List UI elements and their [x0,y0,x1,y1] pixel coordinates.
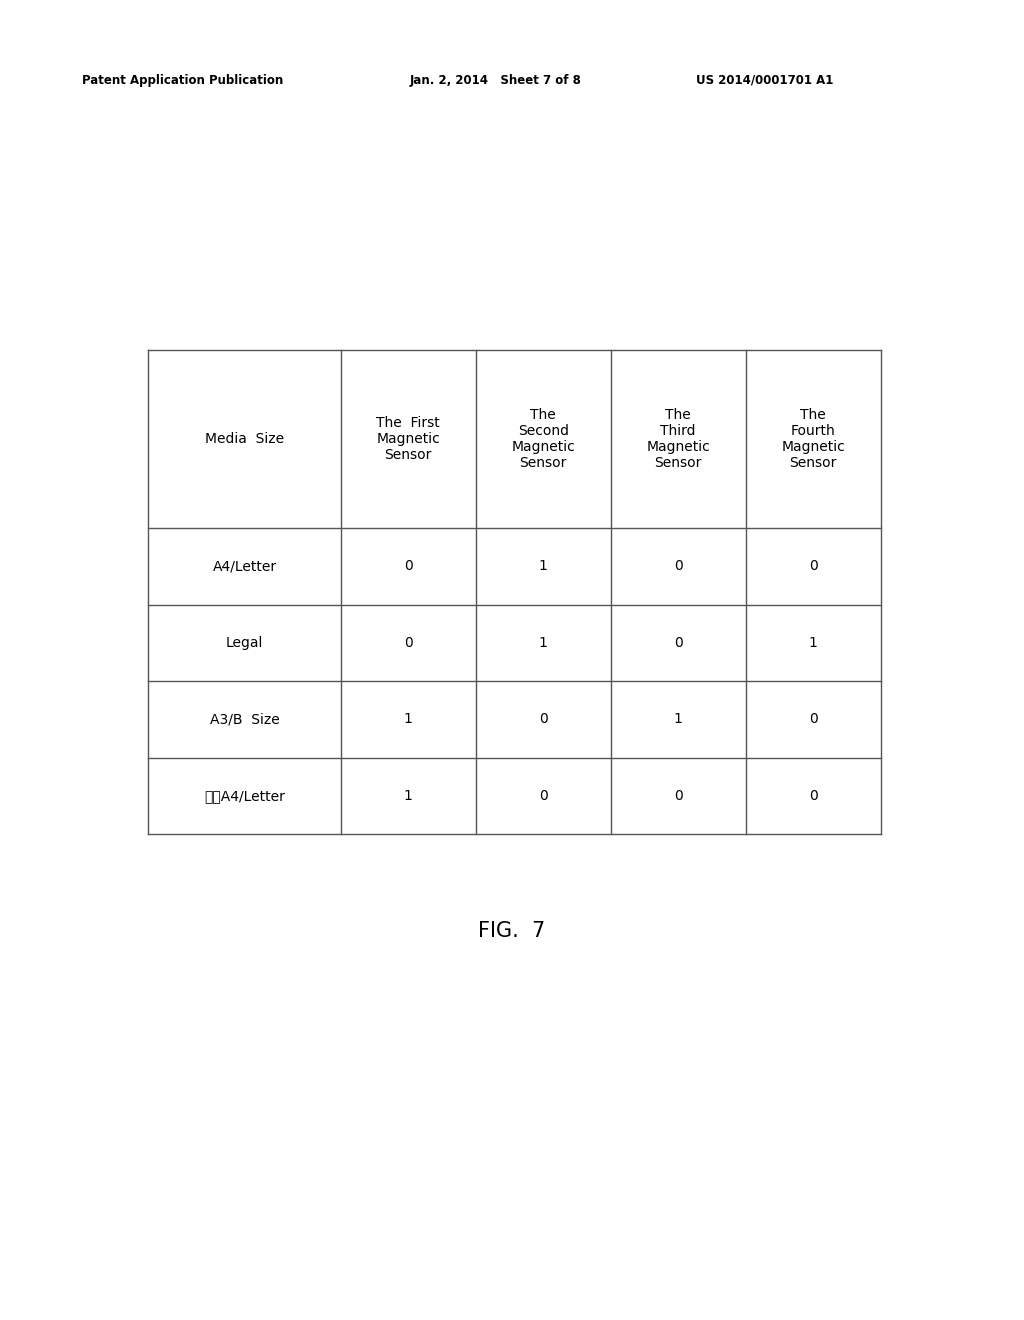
Text: Jan. 2, 2014   Sheet 7 of 8: Jan. 2, 2014 Sheet 7 of 8 [410,74,582,87]
Text: 0: 0 [403,560,413,573]
Text: 0: 0 [674,636,683,649]
Text: 0: 0 [674,789,683,803]
Text: Media  Size: Media Size [205,432,285,446]
Text: US 2014/0001701 A1: US 2014/0001701 A1 [696,74,834,87]
Text: 1: 1 [674,713,683,726]
Text: 1: 1 [403,713,413,726]
Text: 1: 1 [539,636,548,649]
Text: The
Third
Magnetic
Sensor: The Third Magnetic Sensor [646,408,710,470]
Text: 0: 0 [809,560,817,573]
Text: 1: 1 [539,560,548,573]
Text: The
Fourth
Magnetic
Sensor: The Fourth Magnetic Sensor [781,408,845,470]
Text: The
Second
Magnetic
Sensor: The Second Magnetic Sensor [511,408,575,470]
Text: 0: 0 [809,789,817,803]
Text: 0: 0 [403,636,413,649]
Text: 横向A4/Letter: 横向A4/Letter [204,789,285,803]
Text: 1: 1 [403,789,413,803]
Text: 0: 0 [809,713,817,726]
Text: 0: 0 [539,713,548,726]
Text: 1: 1 [809,636,817,649]
Text: The  First
Magnetic
Sensor: The First Magnetic Sensor [377,416,440,462]
Text: Legal: Legal [226,636,263,649]
Text: A4/Letter: A4/Letter [213,560,276,573]
Text: FIG.  7: FIG. 7 [478,920,546,941]
Text: A3/B  Size: A3/B Size [210,713,280,726]
Text: 0: 0 [674,560,683,573]
Text: 0: 0 [539,789,548,803]
Text: Patent Application Publication: Patent Application Publication [82,74,284,87]
